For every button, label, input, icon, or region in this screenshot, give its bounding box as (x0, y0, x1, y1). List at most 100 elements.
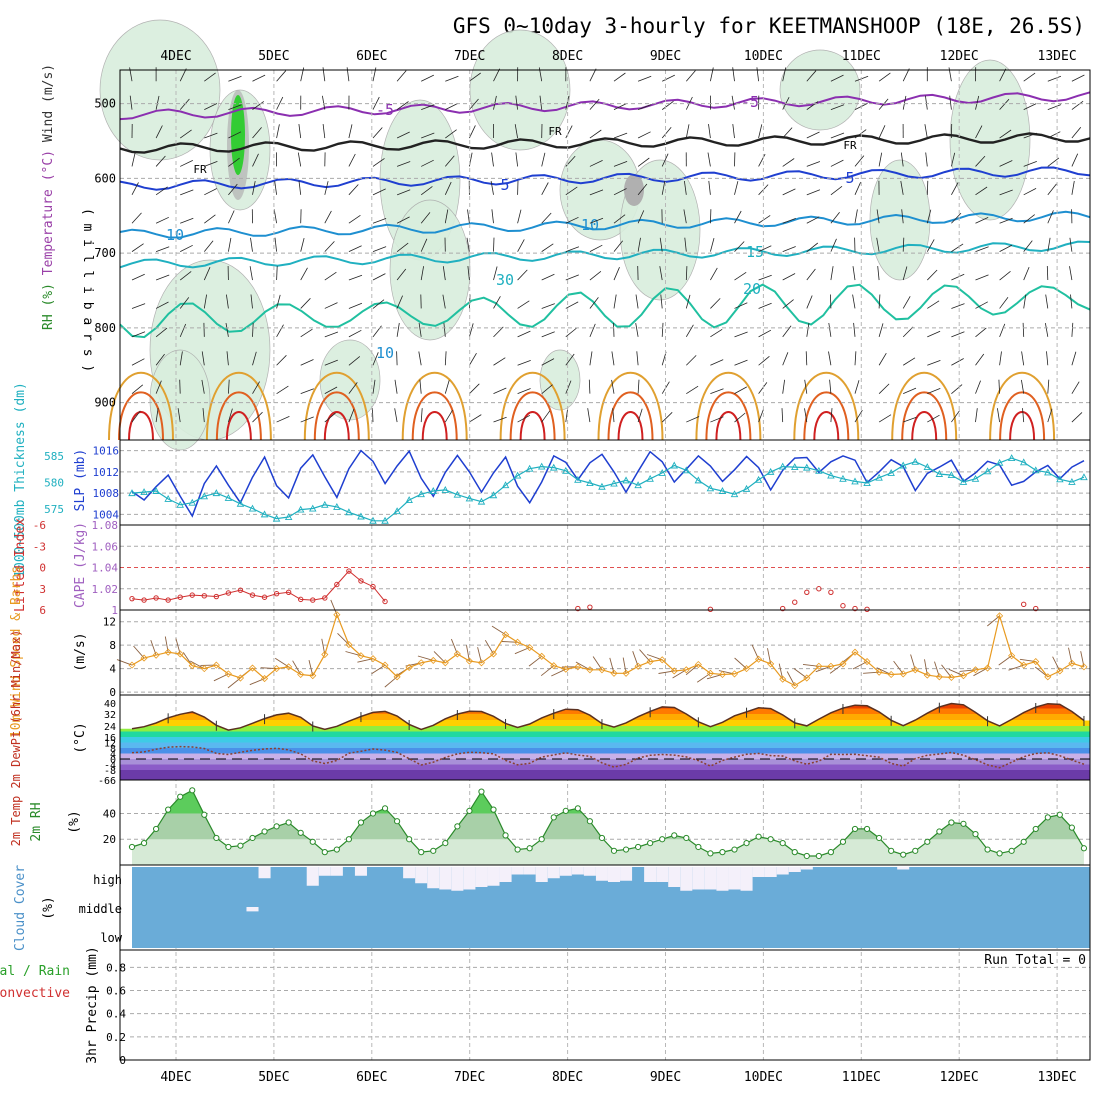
wind-barb (1023, 161, 1037, 167)
cloud-high-gap (620, 867, 633, 881)
wind-barb (999, 270, 1011, 281)
wind-barb (396, 268, 407, 281)
wind-barb (155, 125, 163, 139)
wind-barb-10m (987, 615, 1000, 627)
wind-barb (541, 273, 555, 281)
wind-barb (469, 125, 476, 139)
wind-barb (1045, 294, 1049, 309)
cloud-high-gap (354, 867, 367, 876)
rh-point (153, 825, 160, 833)
wind-speed-point (947, 673, 955, 681)
wind-barb (781, 408, 784, 423)
wind-barb-10m (227, 677, 241, 689)
wind-barb (565, 353, 575, 366)
wind-barb (999, 98, 1010, 110)
wind-speed-point (658, 656, 666, 664)
wind-barb (685, 324, 694, 338)
wind-barb (372, 246, 387, 253)
date-label-top: 4DEC (160, 49, 191, 64)
wind-speed-point (1068, 659, 1076, 667)
rh-point (562, 807, 569, 815)
upper-ylabel: RH (%) Temperature (°C) Wind (m/s) (41, 64, 56, 330)
rh-point (827, 849, 835, 856)
wind-barb (685, 124, 690, 139)
wind-speed-point (803, 674, 811, 682)
wind-barb (1023, 266, 1030, 281)
wind-barb (830, 408, 833, 423)
wind-barb (324, 412, 336, 423)
thickness-point (694, 476, 703, 484)
grid-lines (120, 70, 1090, 1061)
temp-band (120, 764, 1090, 770)
wind-barb (541, 303, 555, 309)
thickness-point (501, 481, 510, 489)
wind-speed-point (827, 662, 835, 670)
wind-barb (155, 301, 169, 309)
wind-barb (324, 331, 339, 338)
thickness-point (200, 492, 209, 500)
rh-point (731, 846, 738, 853)
wind-barb (589, 351, 593, 366)
cloud-ytick: middle (79, 902, 122, 916)
wind-speed-point (875, 668, 883, 676)
wind-barb (226, 294, 229, 309)
wind-barb (444, 209, 449, 224)
precip-ytick: 0.6 (106, 985, 126, 998)
rh-point (683, 834, 690, 842)
wind-barb (949, 95, 952, 110)
wind-barb (613, 214, 626, 224)
cloud-high-gap (897, 867, 910, 870)
wind-barb (493, 387, 507, 395)
wind-barb (927, 360, 941, 366)
wind-barb (830, 185, 843, 196)
wind-barb (830, 294, 832, 309)
thickness-point (754, 475, 763, 483)
wind-barb (273, 209, 277, 224)
isotherm-30 (803, 391, 850, 441)
wind-barb (635, 323, 639, 337)
wind-barb (541, 384, 553, 394)
wind-barb (999, 189, 1013, 196)
wind-speed-point (345, 641, 353, 649)
wind-barb (250, 294, 253, 309)
wind-barb (661, 322, 664, 337)
wind-barb (203, 294, 207, 309)
wind-barb (1023, 214, 1035, 224)
wind-barb (613, 188, 627, 196)
contour-label: 20 (743, 280, 761, 298)
wind-speed-point (996, 612, 1004, 620)
wind-barb (131, 303, 146, 309)
wind-barb (878, 125, 886, 139)
wind-barb (734, 412, 746, 423)
li-point (707, 606, 714, 612)
isotherm-30 (313, 391, 360, 441)
temp-color-bands (120, 703, 1090, 780)
wind-barb (830, 132, 845, 139)
wind-speed-point (1032, 658, 1040, 666)
wind-barb (517, 388, 531, 395)
wind-barb (637, 237, 641, 252)
rh-point (514, 846, 521, 853)
wind-barb (179, 271, 192, 281)
wind-barb (902, 237, 905, 252)
wind-barb (541, 331, 555, 338)
wind-barb (613, 267, 620, 281)
wind-barb (758, 124, 763, 139)
wind-barb (204, 214, 216, 224)
wind-barb (348, 382, 358, 394)
wind-speed-point (381, 661, 389, 669)
thickness-point (405, 496, 413, 503)
wind-barb (276, 70, 287, 82)
rh-shading (469, 29, 571, 151)
wind-barb (322, 124, 326, 139)
wind-barb-10m (274, 657, 289, 668)
rh-shading (539, 349, 581, 411)
wind-speed-point (779, 675, 787, 683)
li-point (129, 595, 135, 602)
wind-barb (131, 152, 136, 167)
rh-point (442, 840, 449, 847)
wind-barb (421, 159, 434, 167)
wind-barb (131, 212, 142, 224)
rh-point (261, 828, 268, 835)
thickness-point (875, 473, 883, 481)
